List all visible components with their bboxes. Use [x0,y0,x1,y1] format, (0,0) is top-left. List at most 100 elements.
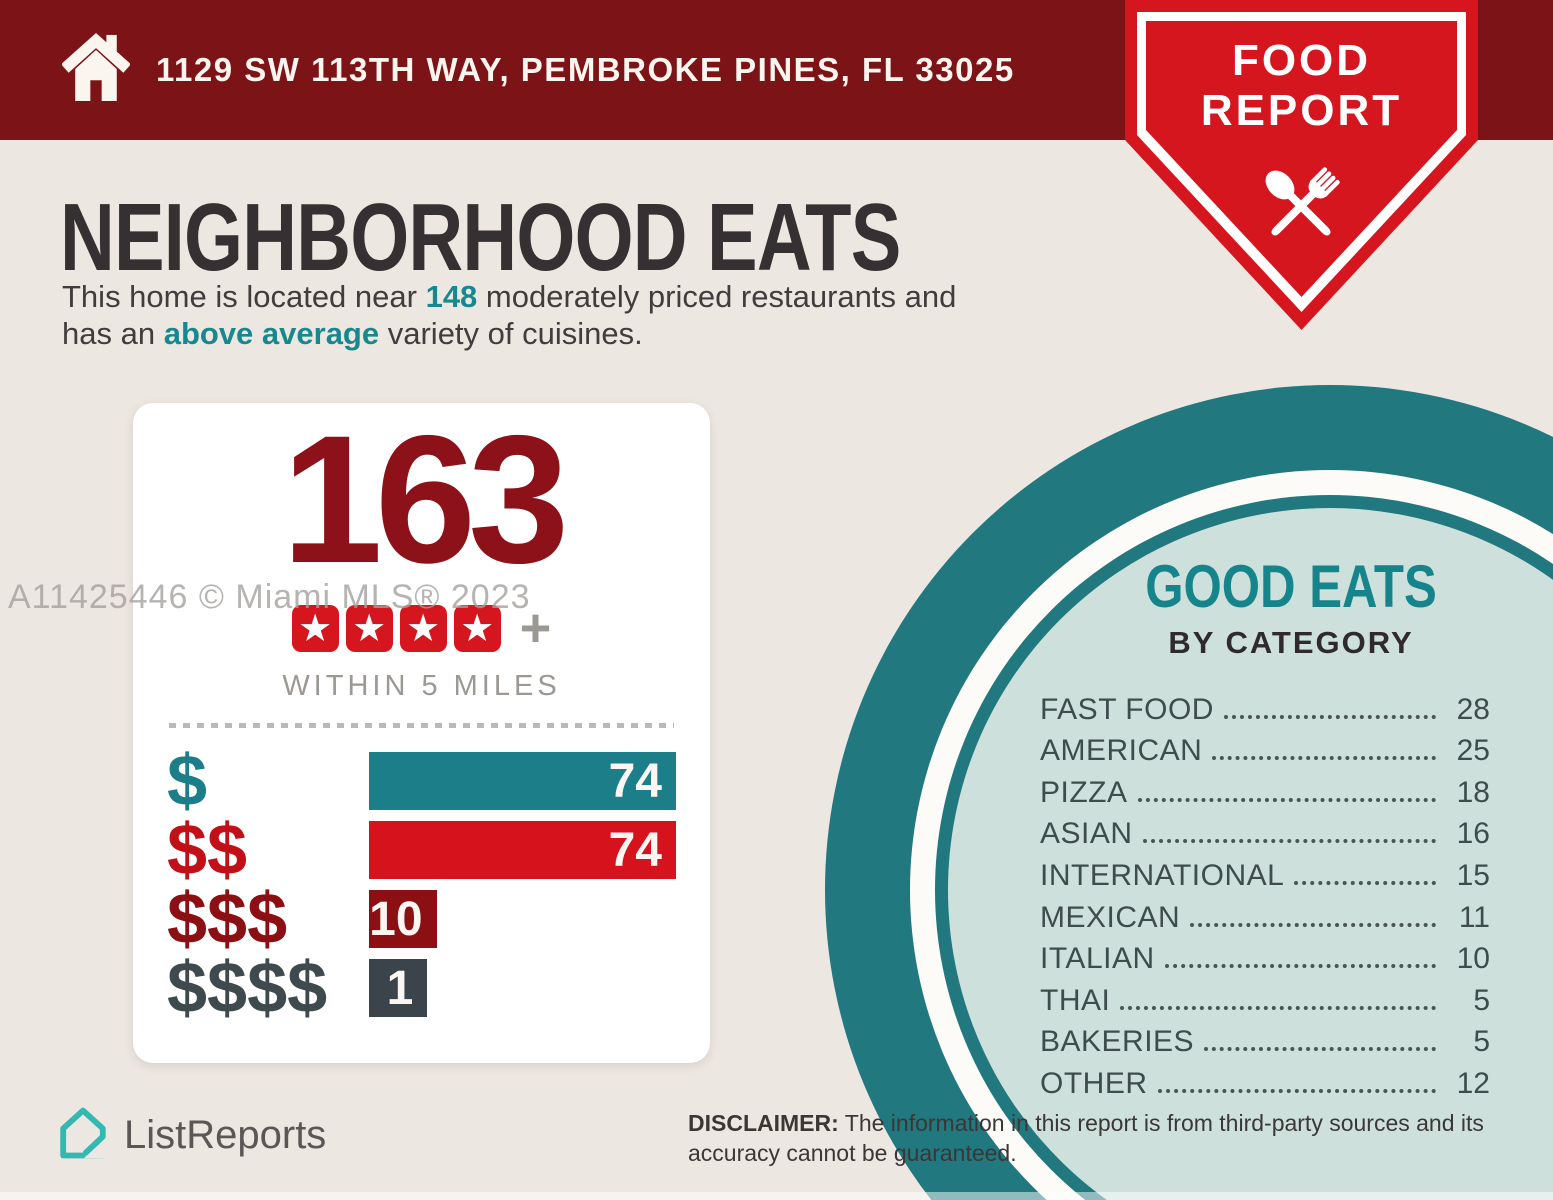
dotted-leader [1190,922,1436,927]
bar-row: $$$$ 1 [167,948,676,1028]
bar: 1 [369,959,428,1017]
bar-track: 74 [369,752,676,810]
category-value: 5 [1473,983,1490,1017]
category-row: ASIAN 16 [1040,810,1490,852]
category-label: FAST FOOD [1040,692,1214,726]
category-row: AMERICAN 25 [1040,727,1490,769]
category-value: 25 [1456,734,1490,768]
category-row: FAST FOOD 28 [1040,685,1490,727]
dotted-leader [1120,1005,1436,1010]
good-eats-subtitle: BY CATEGORY [1168,625,1414,660]
category-row: OTHER 12 [1040,1059,1490,1101]
brand-name: ListReports [124,1113,327,1157]
badge-line1: FOOD [1231,36,1372,85]
page-title: NEIGHBORHOOD EATS [60,184,901,291]
category-row: ITALIAN 10 [1040,935,1490,977]
bar-value: 1 [386,961,414,1015]
listreports-logo: ListReports [56,1104,326,1167]
bar-row: $74 [167,741,676,821]
mls-watermark: A11425446 © Miami MLS® 2023 [8,578,531,616]
star-icon: ★ [291,605,339,652]
category-row: MEXICAN 11 [1040,893,1490,935]
bar-row: $$$ 10 [167,879,676,959]
spoon-fork-icon [1265,167,1340,236]
dashed-divider [169,723,674,728]
category-row: INTERNATIONAL 15 [1040,851,1490,893]
disclaimer-text: The information in this report is from t… [688,1110,1484,1166]
category-row: THAI 5 [1040,976,1490,1018]
bar-label: $$$$ [167,948,328,1028]
dotted-leader [1212,755,1436,761]
bottom-strip [0,1192,1553,1200]
stars-row: ★ ★ ★ ★ + [133,598,710,658]
category-value: 28 [1456,692,1490,726]
subtitle-text: variety of cuisines. [379,316,643,351]
bar-value: 10 [369,892,423,946]
radius-caption: WITHIN 5 MILES [282,670,561,702]
bar: 10 [369,890,437,948]
bar-value: 74 [608,823,662,877]
subtitle-highlight: above average [163,316,380,351]
bar-track: 74 [369,821,676,879]
dotted-leader [1294,880,1436,885]
subtitle-highlight: 148 [425,279,478,314]
category-label: BAKERIES [1040,1025,1195,1059]
badge-text: FOOD REPORT [1125,36,1478,136]
dotted-leader [1204,1046,1436,1052]
subtitle-text: moderately priced restaurants and [477,279,957,314]
dotted-leader [1164,963,1436,969]
food-report-badge: FOOD REPORT [1125,0,1478,332]
dotted-leader [1223,714,1436,719]
bar-row: $$ 74 [167,810,676,890]
subtitle-text: has an [62,316,164,351]
good-eats-panel: GOOD EATS BY CATEGORY FAST FOOD 28 AMERICA… [1040,552,1490,1101]
category-value: 11 [1458,900,1490,934]
category-list: FAST FOOD 28 AMERICAN 25 PIZZA 18 ASIAN 16 INTER… [1040,685,1490,1101]
category-value: 15 [1456,858,1490,892]
badge-line2: REPORT [1200,86,1403,135]
bar-label: $$$ [167,879,288,959]
good-eats-heading: GOOD EATS BY CATEGORY [1040,552,1490,661]
star-icon: ★ [453,605,501,652]
bar-track: 10 [369,890,676,948]
good-eats-title: GOOD EATS [1145,553,1437,620]
star-icon: ★ [345,605,393,652]
category-label: OTHER [1040,1066,1148,1100]
home-icon [61,31,131,110]
bar: 74 [369,752,676,810]
category-value: 18 [1456,775,1490,809]
category-label: ASIAN [1040,817,1133,851]
restaurant-count: 163 [281,397,570,601]
bar-label: $$ [167,810,248,890]
listreports-icon [56,1104,110,1167]
price-bar-chart: $74 $$ 74 $$$ 10 $$$$ 1 [133,741,710,1028]
plus-sign: + [519,598,552,658]
star-icon: ★ [399,605,447,652]
disclaimer: DISCLAIMER: The information in this repo… [688,1108,1538,1168]
bar-value: 74 [608,754,662,808]
subtitle-text: This home is located near [62,279,426,314]
bar-track: 1 [369,959,676,1017]
dotted-leader [1137,797,1436,802]
disclaimer-label: DISCLAIMER: [688,1110,839,1136]
category-row: PIZZA 18 [1040,768,1490,810]
subtitle: This home is located near 148 moderately… [62,278,1102,352]
category-value: 5 [1473,1025,1490,1059]
bar: 74 [369,821,676,879]
category-value: 12 [1456,1066,1490,1100]
dotted-leader [1142,838,1436,844]
category-label: MEXICAN [1040,900,1181,934]
category-label: THAI [1040,983,1111,1017]
category-label: AMERICAN [1040,734,1203,768]
category-row: BAKERIES 5 [1040,1018,1490,1060]
category-label: ITALIAN [1040,942,1155,976]
dotted-leader [1157,1088,1436,1093]
category-value: 10 [1456,942,1490,976]
bar-label: $ [167,741,208,821]
category-label: PIZZA [1040,775,1128,809]
category-value: 16 [1456,817,1490,851]
category-label: INTERNATIONAL [1040,858,1285,892]
property-address: 1129 SW 113TH WAY, PEMBROKE PINES, FL 33… [156,51,1015,88]
stats-card: 163 ★ ★ ★ ★ + WITHIN 5 MILES $74 $$ 74 $$$ 10 $$$… [133,403,710,1063]
